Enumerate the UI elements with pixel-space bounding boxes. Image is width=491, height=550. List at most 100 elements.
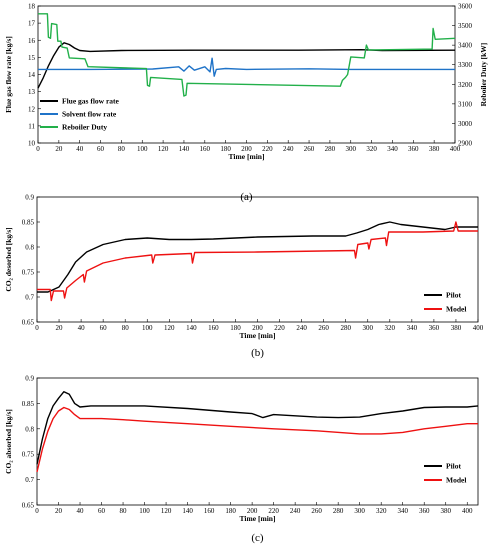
x-tick-label: 180 [225,507,236,515]
y-tick-label: 0.65 [22,319,35,327]
x-tick-label: 60 [98,507,106,515]
x-tick-label: 120 [164,324,175,332]
x-tick-label: 80 [122,324,130,332]
figure-caption: (b) [251,347,264,359]
series-line-1 [36,391,479,465]
y2-tick-label: 3400 [458,42,473,50]
x-tick-label: 340 [397,507,408,515]
x-tick-label: 60 [100,324,108,332]
x-tick-label: 0 [35,507,39,515]
legend-entry: Pilot [446,291,461,300]
y-tick-label: 0.75 [22,269,35,277]
x-tick-label: 140 [186,324,197,332]
x-axis-label: Time [min] [229,152,265,161]
y2-tick-label: 3600 [458,3,473,11]
x-tick-label: 280 [340,324,351,332]
x-tick-label: 100 [142,324,153,332]
x-tick-label: 260 [318,324,329,332]
y-tick-label: 15 [28,54,36,62]
legend-entry: Solvent flow rate [62,110,117,119]
x-tick-label: 400 [462,507,473,515]
x-tick-label: 220 [274,324,285,332]
x-tick-label: 280 [325,145,336,153]
legend-entry: Flue gas flow rate [62,97,120,106]
x-tick-label: 160 [204,507,215,515]
x-tick-label: 200 [252,324,263,332]
x-tick-label: 380 [429,145,440,153]
x-tick-label: 0 [35,324,39,332]
x-tick-label: 200 [247,507,258,515]
x-tick-label: 40 [76,145,84,153]
y-tick-label: 0.85 [22,400,35,408]
x-tick-label: 160 [200,145,211,153]
x-tick-label: 340 [387,145,398,153]
x-axis-label: Time [min] [240,331,276,340]
plot-frame [36,196,479,323]
y2-tick-label: 3200 [458,81,473,89]
y-tick-label: 0.65 [22,502,35,510]
x-tick-label: 140 [182,507,193,515]
x-tick-label: 220 [262,145,273,153]
y-tick-label: 13 [28,88,36,96]
figure-caption: (c) [251,532,264,544]
series-line-2 [37,221,478,302]
series-line-2 [36,406,478,473]
series-line-2 [38,57,455,77]
x-tick-label: 140 [179,145,190,153]
x-tick-label: 240 [296,324,307,332]
x-tick-label: 100 [139,507,150,515]
plot-frame [36,377,479,506]
y-tick-label: 0.8 [25,244,34,252]
y-tick-label: 0.7 [25,294,34,302]
y-tick-label: 0.8 [25,425,34,433]
chart-1: 0 20 40 60 80 100 120 140 160 180 200 220 240 260 280 3… [4,3,488,204]
series-line-1 [37,42,456,89]
x-tick-label: 320 [376,507,387,515]
y-tick-label: 17 [28,20,36,28]
y-axis-label: CO₂ desorbed [kg/s] [4,227,13,291]
x-tick-label: 260 [304,145,315,153]
x-tick-label: 280 [333,507,344,515]
x-tick-label: 360 [408,145,419,153]
x-tick-label: 320 [366,145,377,153]
x-tick-label: 180 [220,145,231,153]
x-tick-label: 400 [473,324,484,332]
x-tick-label: 340 [407,324,418,332]
x-tick-label: 300 [346,145,357,153]
x-tick-label: 160 [208,324,219,332]
x-tick-label: 180 [230,324,241,332]
x-tick-label: 240 [290,507,301,515]
x-tick-label: 60 [97,145,105,153]
chart-2: 0 20 40 60 80 100 120 140 160 180 200 220 240 260 280 3… [4,194,484,360]
x-tick-label: 80 [120,507,128,515]
y2-tick-label: 3500 [458,22,473,30]
x-tick-label: 320 [385,324,396,332]
x-tick-label: 360 [419,507,430,515]
x-tick-label: 200 [241,145,252,153]
y-tick-label: 18 [28,3,36,11]
legend-entry: Model [446,476,466,485]
x-tick-label: 80 [118,145,126,153]
x-tick-label: 20 [55,507,63,515]
y2-tick-label: 3000 [458,120,473,128]
y-tick-label: 0.9 [25,375,34,383]
x-tick-label: 300 [354,507,365,515]
y-tick-label: 11 [28,122,35,130]
y-tick-label: 0.75 [22,451,35,459]
x-tick-label: 260 [311,507,322,515]
x-tick-label: 380 [451,324,462,332]
y2-tick-label: 2900 [458,140,473,148]
y-tick-label: 10 [28,140,36,148]
x-tick-label: 300 [363,324,374,332]
y-axis-label: Flue gas flow rate [kg/s] [4,36,13,113]
x-tick-label: 380 [440,507,451,515]
x-tick-label: 400 [450,145,461,153]
x-tick-label: 40 [77,507,85,515]
x-tick-label: 120 [161,507,172,515]
x-tick-label: 240 [283,145,294,153]
x-tick-label: 20 [56,324,64,332]
y-axis-label: CO₂ absorbed [kg/s] [4,409,13,474]
legend-entry: Pilot [446,462,461,471]
legend-entry: Model [446,305,466,314]
